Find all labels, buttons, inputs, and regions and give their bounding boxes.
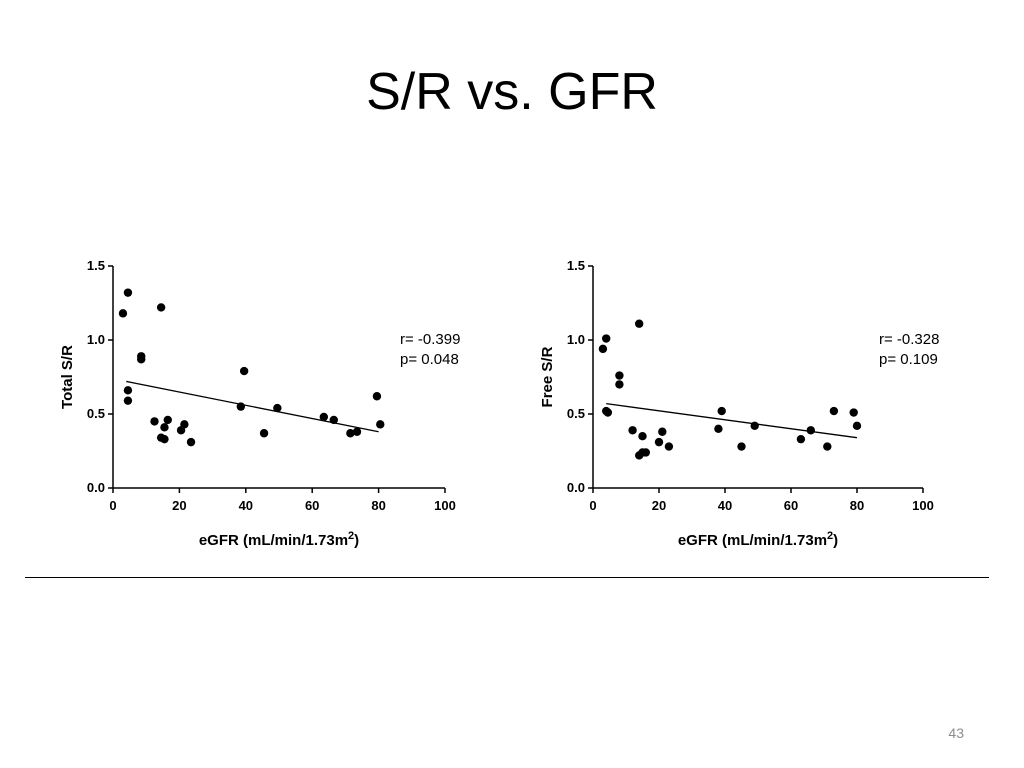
data-point bbox=[615, 371, 624, 380]
y-tick-label: 1.5 bbox=[87, 258, 105, 273]
data-point bbox=[123, 288, 133, 297]
trend-line bbox=[126, 380, 379, 433]
y-tick-label: 0.0 bbox=[567, 480, 585, 495]
data-point bbox=[823, 442, 832, 451]
data-point bbox=[603, 408, 613, 417]
data-point bbox=[156, 303, 166, 312]
y-tick-label: 0.0 bbox=[87, 480, 105, 495]
y-tick-label: 1.0 bbox=[87, 332, 105, 347]
data-point bbox=[186, 437, 196, 447]
x-tick-label: 0 bbox=[109, 498, 116, 513]
correlation-r-label: r= -0.328 bbox=[879, 331, 939, 348]
x-tick-label: 100 bbox=[912, 498, 934, 513]
data-point bbox=[163, 415, 172, 425]
x-tick-label: 60 bbox=[305, 498, 319, 513]
data-point bbox=[796, 434, 806, 444]
data-point bbox=[319, 412, 329, 422]
data-point bbox=[638, 432, 647, 441]
data-point bbox=[273, 403, 282, 413]
y-axis-label: Total S/R bbox=[59, 345, 76, 409]
data-point bbox=[737, 442, 746, 451]
data-point bbox=[123, 386, 133, 395]
correlation-r-label: r= -0.399 bbox=[400, 331, 460, 348]
data-point bbox=[829, 406, 839, 416]
data-point bbox=[259, 429, 269, 438]
data-point bbox=[717, 406, 726, 416]
data-point bbox=[346, 429, 355, 438]
data-point bbox=[118, 309, 128, 318]
data-point bbox=[602, 334, 611, 343]
data-point bbox=[137, 355, 146, 364]
data-point bbox=[160, 423, 169, 432]
data-point bbox=[329, 415, 338, 425]
data-point bbox=[628, 426, 637, 435]
slide-title: S/R vs. GFR bbox=[366, 63, 658, 121]
x-tick-label: 20 bbox=[172, 498, 186, 513]
x-axis-label: eGFR (mL/min/1.73m2) bbox=[199, 530, 359, 549]
data-point bbox=[664, 442, 674, 451]
data-point bbox=[635, 319, 644, 328]
trend-line bbox=[606, 402, 858, 439]
data-point bbox=[598, 344, 608, 354]
y-tick-label: 1.0 bbox=[567, 332, 585, 347]
data-point bbox=[150, 417, 159, 426]
x-tick-label: 100 bbox=[434, 498, 456, 513]
x-tick-label: 80 bbox=[371, 498, 385, 513]
y-axis-label: Free S/R bbox=[539, 346, 556, 407]
data-point bbox=[123, 396, 133, 405]
slide-divider bbox=[25, 577, 989, 578]
y-tick-label: 1.5 bbox=[567, 258, 585, 273]
x-tick-label: 60 bbox=[784, 498, 798, 513]
data-point bbox=[750, 421, 759, 431]
data-point bbox=[352, 427, 362, 436]
x-tick-label: 0 bbox=[589, 498, 596, 513]
data-point bbox=[239, 366, 249, 376]
x-tick-label: 40 bbox=[718, 498, 732, 513]
data-point bbox=[376, 420, 385, 429]
data-point bbox=[658, 427, 667, 436]
page-number: 43 bbox=[948, 725, 964, 741]
x-tick-label: 40 bbox=[239, 498, 253, 513]
data-point bbox=[654, 437, 664, 447]
p-value-label: p= 0.109 bbox=[879, 351, 938, 368]
data-point bbox=[372, 392, 382, 401]
data-point bbox=[806, 426, 815, 435]
data-point bbox=[852, 421, 862, 431]
y-tick-label: 0.5 bbox=[87, 406, 105, 421]
data-point bbox=[236, 402, 246, 411]
data-point bbox=[641, 448, 650, 457]
data-point bbox=[180, 420, 189, 429]
y-tick-label: 0.5 bbox=[567, 406, 585, 421]
data-point bbox=[714, 424, 723, 433]
p-value-label: p= 0.048 bbox=[400, 351, 459, 368]
data-point bbox=[160, 434, 169, 444]
x-tick-label: 20 bbox=[652, 498, 666, 513]
data-point bbox=[615, 380, 624, 389]
x-tick-label: 80 bbox=[850, 498, 864, 513]
data-point bbox=[849, 408, 858, 417]
x-axis-label: eGFR (mL/min/1.73m2) bbox=[678, 530, 838, 549]
